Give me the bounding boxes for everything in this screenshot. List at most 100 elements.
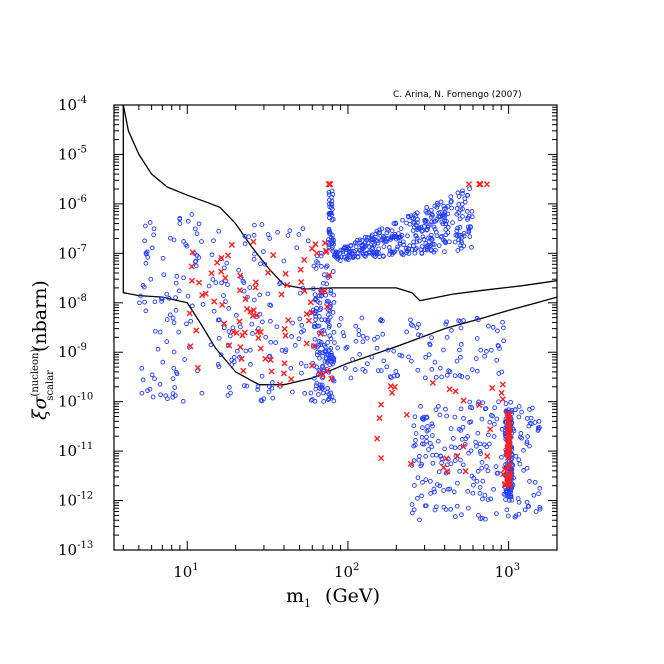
blue-point <box>505 513 511 519</box>
svg-text:ξσ(nucleon)scalar(nbarn): ξσ(nucleon) scalar(nbarn) <box>29 280 56 420</box>
blue-point <box>423 217 429 223</box>
blue-point <box>287 228 293 233</box>
blue-point <box>170 376 176 381</box>
blue-point <box>439 460 444 466</box>
blue-point <box>469 473 475 479</box>
blue-point <box>491 434 497 439</box>
blue-point <box>430 460 436 466</box>
blue-point <box>227 385 232 390</box>
blue-point <box>324 389 330 395</box>
blue-point <box>210 277 216 282</box>
red-point <box>270 252 277 259</box>
blue-point <box>464 208 470 214</box>
blue-point <box>522 507 528 513</box>
blue-point <box>459 512 464 518</box>
blue-point <box>395 244 400 250</box>
red-point <box>498 389 505 396</box>
blue-point <box>174 274 180 279</box>
blue-point <box>432 489 437 495</box>
blue-point <box>340 330 346 335</box>
blue-point <box>347 254 352 259</box>
plot-frame <box>113 104 558 551</box>
blue-point <box>484 444 489 450</box>
blue-point <box>327 355 332 361</box>
blue-point <box>208 342 214 348</box>
blue-point <box>385 347 391 353</box>
red-point <box>242 295 249 303</box>
red-point <box>483 181 491 188</box>
blue-point <box>269 385 275 391</box>
blue-point <box>477 485 483 490</box>
blue-point <box>459 201 465 207</box>
blue-point <box>267 353 273 359</box>
red-point <box>253 312 260 319</box>
blue-point <box>457 468 463 474</box>
blue-point <box>216 317 222 323</box>
blue-point <box>279 347 285 353</box>
blue-point <box>421 441 427 447</box>
red-point <box>218 254 225 262</box>
blue-point <box>476 512 481 518</box>
blue-point <box>177 215 183 221</box>
blue-point <box>362 253 367 258</box>
blue-point <box>359 238 365 243</box>
blue-point <box>457 225 463 230</box>
blue-point <box>426 223 431 228</box>
blue-point <box>431 219 437 224</box>
blue-point <box>321 399 327 404</box>
blue-point <box>494 511 499 516</box>
blue-point <box>155 346 161 352</box>
blue-point <box>225 282 230 287</box>
blue-point <box>313 317 319 322</box>
blue-point <box>519 435 524 441</box>
blue-point <box>330 377 336 383</box>
upper-exclusion-curve <box>122 105 557 302</box>
blue-point <box>517 461 523 467</box>
blue-point <box>452 514 458 519</box>
blue-point <box>375 334 380 340</box>
blue-point <box>330 206 335 212</box>
blue-point <box>224 260 230 266</box>
blue-point <box>493 464 499 469</box>
red-point <box>278 291 285 298</box>
blue-point <box>467 399 473 405</box>
blue-point <box>369 354 375 360</box>
red-point <box>288 376 295 383</box>
blue-point <box>359 315 365 321</box>
blue-point <box>416 332 421 338</box>
blue-point <box>475 468 481 474</box>
blue-point <box>495 470 501 476</box>
blue-point <box>225 393 231 398</box>
blue-point <box>429 248 434 254</box>
blue-point <box>456 237 461 243</box>
blue-point <box>454 503 460 509</box>
blue-point <box>429 421 435 427</box>
red-point <box>307 299 314 306</box>
blue-point <box>452 458 458 463</box>
blue-point <box>532 479 538 485</box>
red-point <box>489 384 496 392</box>
red-point <box>378 454 385 462</box>
blue-point <box>216 228 222 234</box>
blue-point <box>238 324 243 330</box>
blue-point <box>470 490 476 496</box>
blue-point <box>516 457 522 463</box>
blue-point <box>249 321 255 327</box>
blue-point <box>441 203 447 209</box>
x-tick-label: 103 <box>495 562 520 581</box>
blue-point <box>405 213 411 219</box>
blue-point <box>459 437 465 442</box>
red-point <box>297 266 304 273</box>
blue-point <box>273 340 279 346</box>
blue-point <box>299 370 304 376</box>
y-tick-label: 10-6 <box>58 194 87 213</box>
red-point <box>387 383 394 390</box>
blue-point <box>491 421 497 427</box>
blue-point <box>486 323 491 329</box>
blue-point <box>425 424 430 429</box>
red-point <box>252 279 259 286</box>
blue-point <box>419 434 425 440</box>
blue-point <box>332 340 337 345</box>
blue-point <box>424 434 429 440</box>
blue-point <box>439 374 444 380</box>
